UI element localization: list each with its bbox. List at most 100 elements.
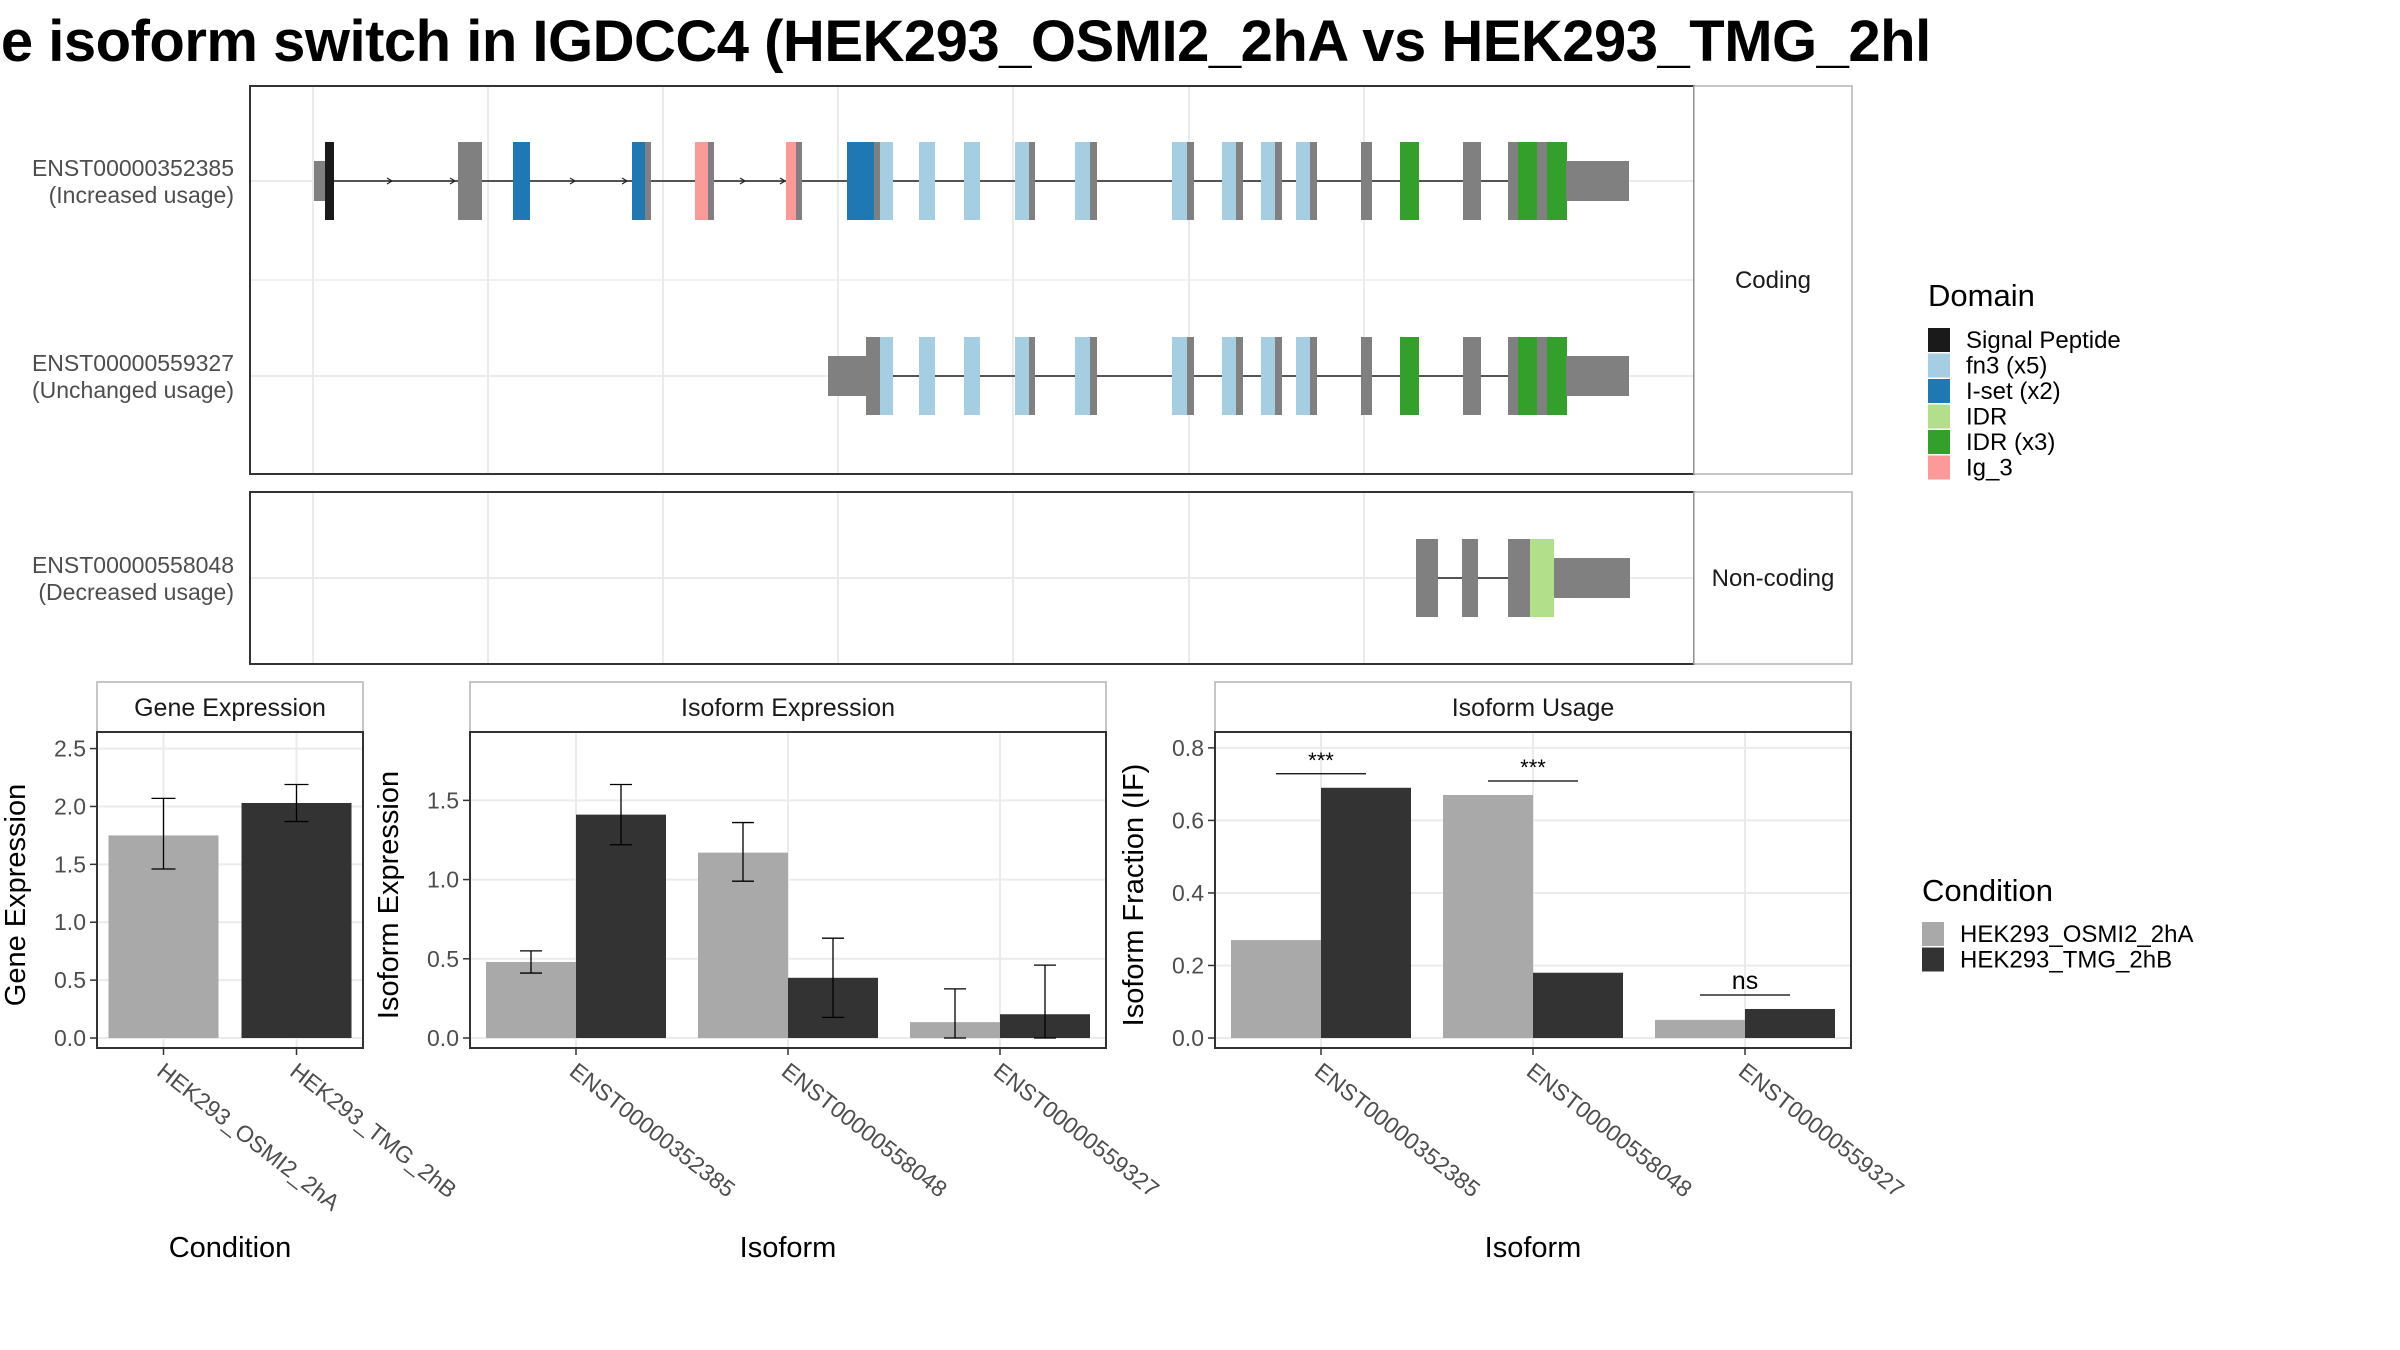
legend-label: Ig_3: [1966, 455, 2013, 482]
facet-label: Coding: [1735, 267, 1811, 294]
x-tick-label: ENST00000558048: [777, 1057, 952, 1202]
y-axis-title: Isoform Expression: [373, 771, 405, 1019]
exon: [1361, 337, 1372, 415]
exon: [458, 142, 482, 220]
transcript-label: ENST00000559327: [32, 350, 234, 376]
exon: [1310, 142, 1317, 220]
utr-exon: [314, 161, 326, 201]
exon-domain-fn3: [880, 142, 893, 220]
exon: [1361, 142, 1372, 220]
error-bar: [284, 783, 309, 823]
bar: [698, 852, 788, 1038]
expression-charts: Gene Expression0.00.51.01.52.02.5HEK293_…: [0, 681, 1909, 1264]
error-bar: [610, 783, 632, 846]
exon-domain-fn3: [964, 337, 980, 415]
utr-exon: [1566, 356, 1629, 396]
y-tick-label: 2.5: [54, 736, 86, 762]
exon-domain-ig-3: [695, 142, 711, 220]
error-bar: [1034, 964, 1056, 1039]
exon: [1275, 337, 1282, 415]
legend-key: [1928, 328, 1950, 352]
facet-strip: [1693, 491, 1853, 665]
chart-isoform-usage: Isoform Usage *** *** ns 0.0 0.2 0.4 0.6 0.8 ENST…: [1118, 681, 1909, 1264]
exon: [1508, 337, 1518, 415]
exon-domain-fn3: [919, 142, 935, 220]
bar: [1231, 940, 1321, 1038]
exon: [1463, 337, 1481, 415]
exon-domain-fn3: [1261, 337, 1279, 415]
x-tick-label: ENST00000558048: [1522, 1057, 1697, 1202]
bar: [1655, 1019, 1745, 1038]
transcript-label: ENST00000352385: [32, 155, 234, 181]
significance-label: ns: [1732, 967, 1758, 995]
direction-arrow: [779, 177, 787, 185]
exon-domain-i-set: [513, 142, 530, 220]
exon: [1275, 142, 1282, 220]
y-tick-label: 0.2: [1172, 952, 1204, 978]
exon-domain-idr: [1530, 539, 1554, 617]
exon: [1187, 142, 1194, 220]
exon-domain-fn3: [919, 337, 935, 415]
exon: [1236, 142, 1243, 220]
legend-key: [1922, 922, 1944, 946]
transcript-usage-label: (Increased usage): [49, 182, 234, 208]
panel-strip: [469, 681, 1107, 733]
y-tick-label: 1.5: [54, 851, 86, 877]
bar: [1745, 1008, 1835, 1038]
exon: [645, 142, 651, 220]
legend-key: [1928, 430, 1950, 454]
y-tick-label: 1.0: [54, 909, 86, 935]
chart-isoform-expression: Isoform Expression 0.0 0.5 1.0 1.5 ENST000003…: [373, 681, 1164, 1264]
panel-strip: [96, 681, 364, 733]
y-tick-label: 0.0: [1172, 1025, 1204, 1051]
chart-title: Isoform Usage: [1452, 694, 1615, 722]
legend-label: HEK293_OSMI2_2hA: [1960, 921, 2193, 948]
legend-key: [1928, 379, 1950, 403]
exon-domain-idr: [1400, 142, 1419, 220]
exon-domain-fn3: [1296, 142, 1314, 220]
y-tick-label: 0.6: [1172, 807, 1204, 833]
transcript-structure-panel: ENST00000352385(Increased usage)ENST0000…: [32, 85, 1853, 665]
legend-label: IDR (x3): [1966, 429, 2055, 456]
direction-arrow: [569, 177, 577, 185]
x-tick-label: ENST00000559327: [1734, 1057, 1909, 1202]
x-axis-title: Isoform: [740, 1232, 837, 1264]
y-axis-title: Gene Expression: [0, 784, 32, 1006]
transcript-ENST00000352385: ENST00000352385(Increased usage): [32, 142, 1629, 220]
y-tick-label: 0.0: [54, 1025, 86, 1051]
facet-coding: ENST00000352385(Increased usage)ENST0000…: [32, 85, 1853, 475]
bar: [241, 802, 352, 1038]
utr-exon: [1554, 558, 1630, 598]
panel-strip: [1214, 681, 1852, 733]
legend-label: fn3 (x5): [1966, 353, 2047, 380]
direction-arrow: [739, 177, 747, 185]
exon: [1537, 337, 1547, 415]
transcript-usage-label: (Unchanged usage): [32, 377, 234, 403]
legend-key: [1928, 455, 1950, 480]
y-tick-label: 0.0: [427, 1025, 459, 1051]
legend-title: Condition: [1922, 873, 2053, 908]
exon: [874, 142, 881, 220]
direction-arrow: [449, 177, 457, 185]
x-axis-title: Condition: [169, 1232, 292, 1264]
exon: [1537, 142, 1547, 220]
exon: [708, 142, 714, 220]
significance-label: ***: [1308, 748, 1334, 773]
error-bar: [151, 797, 176, 870]
legend-label: I-set (x2): [1966, 378, 2061, 405]
y-tick-label: 0.5: [54, 967, 86, 993]
y-tick-label: 0.8: [1172, 735, 1204, 761]
utr-exon: [828, 356, 866, 396]
exon-domain-signal: [325, 142, 334, 220]
transcript-ENST00000559327: ENST00000559327(Unchanged usage): [32, 337, 1629, 415]
exon: [1090, 337, 1097, 415]
exon: [1187, 337, 1194, 415]
legend-key: [1928, 353, 1950, 378]
transcript-label: ENST00000558048: [32, 552, 234, 578]
x-tick-label: ENST00000352385: [565, 1057, 740, 1202]
exon: [1236, 337, 1243, 415]
facet-non-coding: ENST00000558048(Decreased usage) Non-codi…: [32, 491, 1853, 665]
y-axis-title: Isoform Fraction (IF): [1118, 764, 1150, 1027]
